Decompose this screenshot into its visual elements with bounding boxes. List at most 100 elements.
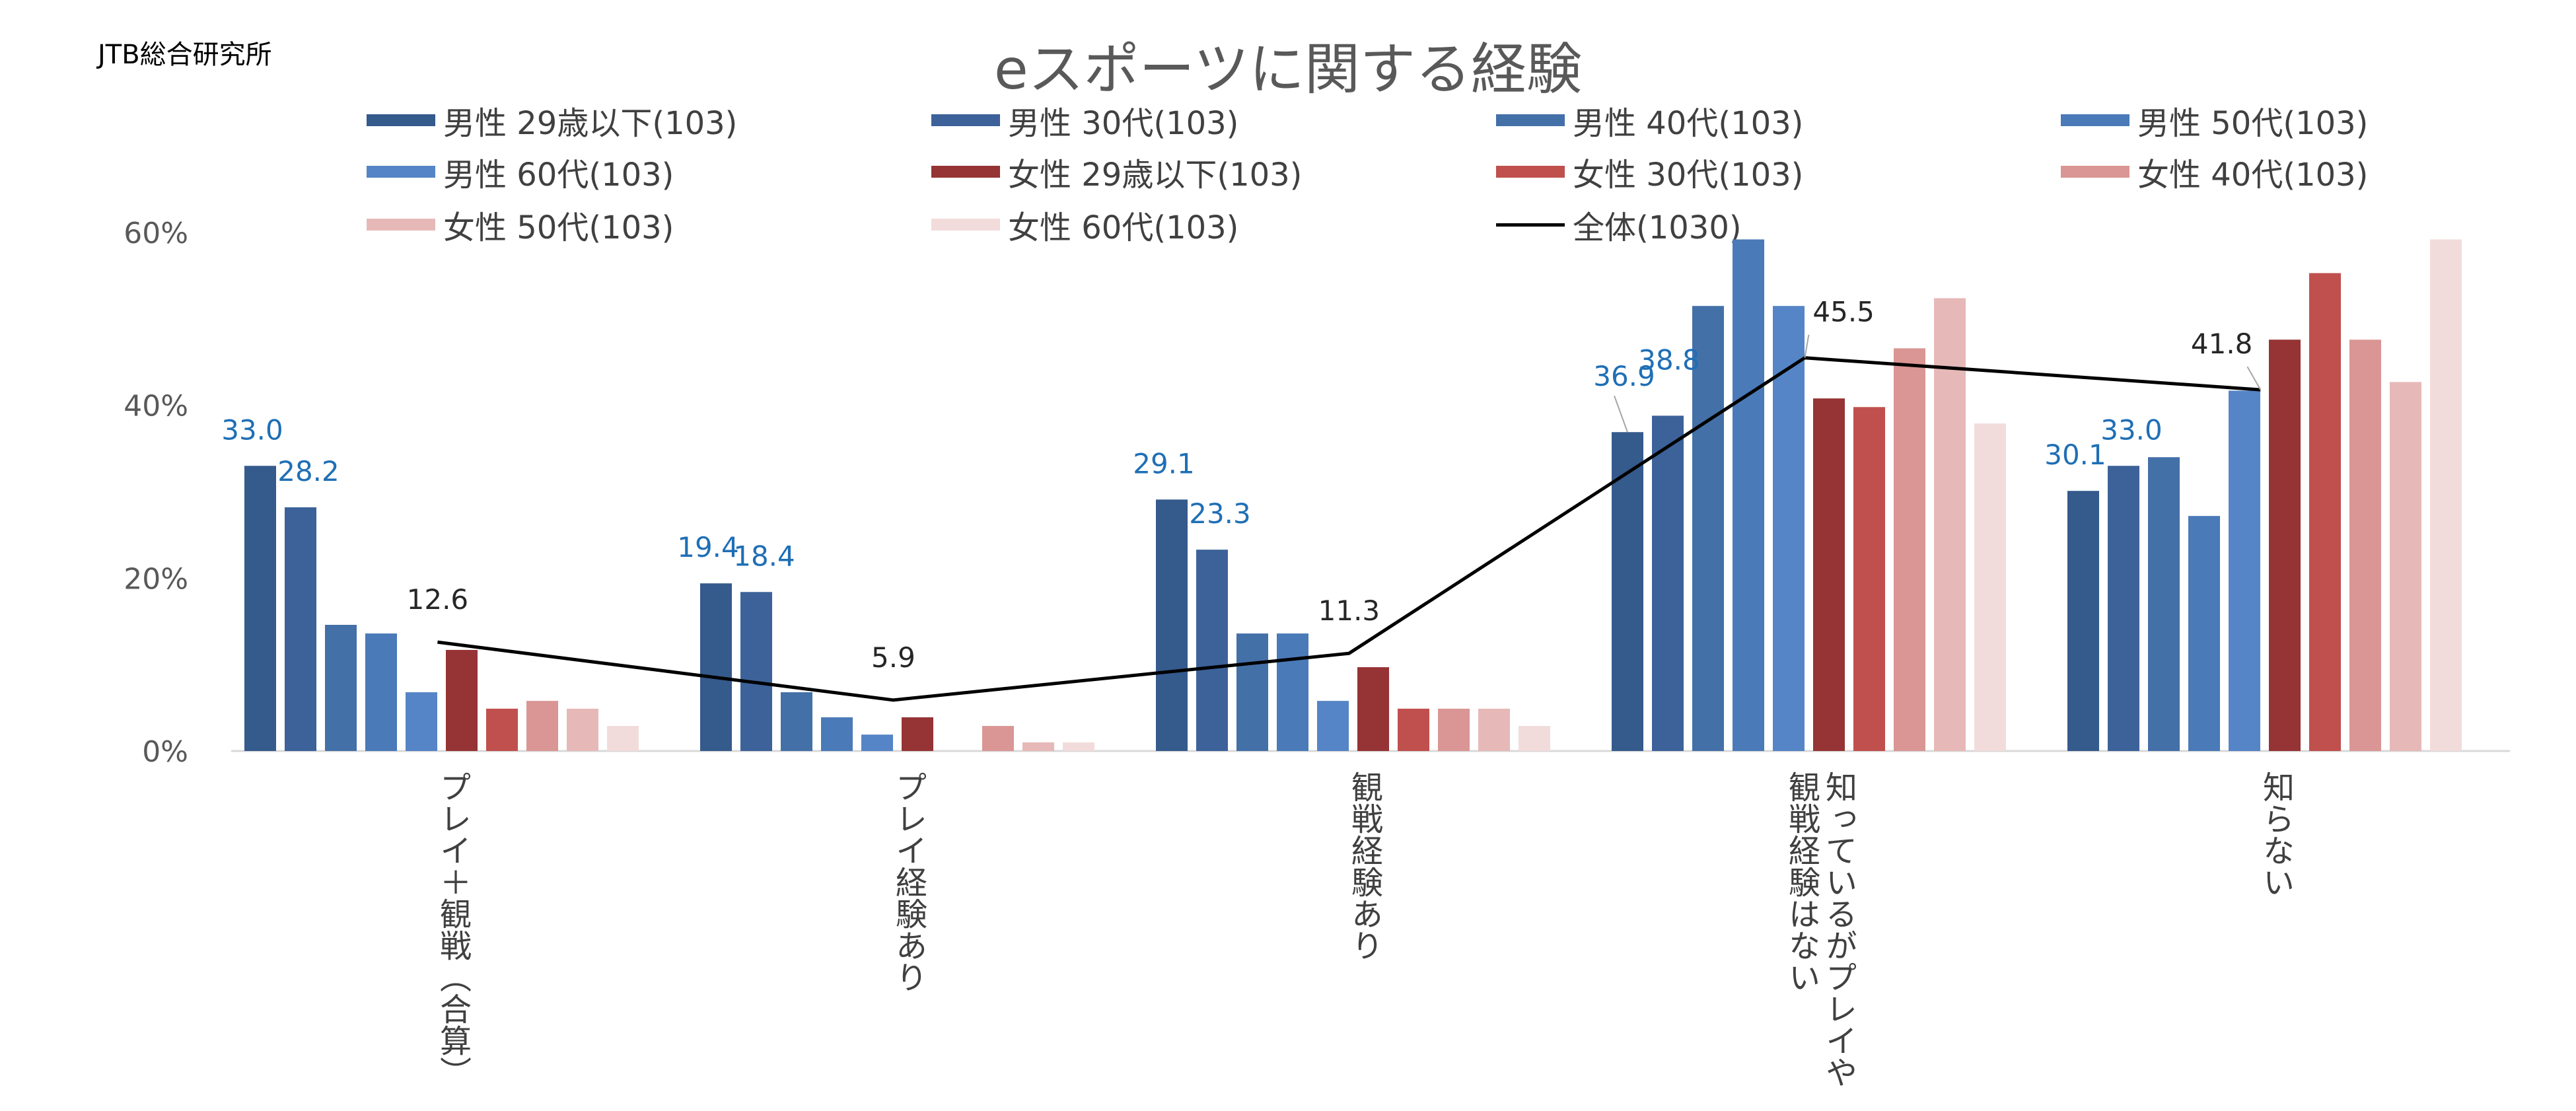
bar	[2309, 273, 2341, 751]
legend-label: 男性 40代(103)	[1573, 105, 1804, 142]
legend-item: 全体(1030)	[1496, 205, 1742, 246]
source-label: JTB総合研究所	[98, 40, 272, 70]
bar	[821, 717, 853, 751]
bar	[285, 507, 316, 751]
line-data-label: 41.8	[2191, 328, 2253, 360]
legend-label: 男性 30代(103)	[1008, 105, 1239, 142]
bar	[446, 649, 478, 751]
legend-label: 女性 40代(103)	[2137, 157, 2369, 194]
bar	[1022, 742, 1054, 751]
line-data-label: 45.5	[1812, 296, 1875, 328]
y-tick-label: 20%	[124, 562, 188, 596]
legend-swatch	[367, 219, 435, 231]
legend-line-swatch	[1496, 223, 1565, 227]
legend-item: 女性 29歳以下(103)	[931, 152, 1302, 194]
bar	[1398, 708, 1429, 751]
legend-item: 女性 50代(103)	[367, 205, 674, 246]
bar-data-label: 38.8	[1638, 343, 1700, 376]
bar	[365, 633, 397, 751]
bar	[2349, 340, 2381, 751]
bar	[781, 692, 812, 751]
bar	[1934, 298, 1966, 751]
legend-label: 男性 60代(103)	[443, 157, 674, 194]
chart-legend: 男性 29歳以下(103) 男性 30代(103) 男性 40代(103) 男性 50…	[0, 0, 2576, 284]
category-label: プレイ＋観戦（合算）	[434, 771, 471, 1088]
bar	[740, 592, 772, 751]
legend-label: 女性 30代(103)	[1573, 157, 1804, 194]
bar	[1894, 348, 1925, 751]
legend-swatch	[367, 166, 435, 178]
bar	[244, 466, 276, 751]
leader-line	[1804, 334, 1810, 358]
legend-item: 男性 60代(103)	[367, 152, 674, 194]
chart-title: eスポーツに関する経験	[993, 37, 1582, 102]
category-label: 観戦経験あり	[1345, 771, 1382, 961]
bar	[406, 692, 437, 751]
bar	[2067, 491, 2099, 751]
category-label: 観戦経験はない	[1783, 771, 1820, 993]
bar	[2390, 382, 2421, 751]
line-data-label: 12.6	[407, 583, 469, 616]
bar-data-label: 18.4	[733, 540, 795, 572]
bar	[2229, 390, 2260, 751]
bar	[1478, 708, 1510, 751]
legend-label: 男性 50代(103)	[2137, 105, 2369, 142]
legend-item: 女性 40代(103)	[2061, 152, 2369, 194]
category-label: 知っているがプレイや	[1820, 771, 1857, 1088]
legend-swatch	[2061, 166, 2129, 178]
leader-line	[1614, 395, 1628, 433]
bar	[1236, 633, 1268, 751]
bar	[982, 726, 1014, 751]
bar	[700, 583, 732, 751]
bar	[1156, 499, 1188, 751]
legend-item: 男性 50代(103)	[2061, 100, 2369, 142]
bar-data-label: 19.4	[677, 531, 739, 563]
legend-swatch	[2061, 114, 2129, 126]
bar	[2148, 457, 2180, 751]
bar	[1063, 742, 1094, 751]
bar	[861, 735, 893, 751]
y-tick-label: 40%	[124, 390, 188, 423]
bar-data-label: 33.0	[2100, 413, 2163, 446]
bar	[1692, 306, 1724, 751]
legend-item: 女性 60代(103)	[931, 205, 1238, 246]
legend-label: 女性 60代(103)	[1008, 209, 1239, 246]
bar-data-label: 36.9	[1593, 360, 1655, 392]
bar	[1974, 423, 2006, 751]
legend-swatch	[931, 219, 1000, 231]
legend-label: 全体(1030)	[1573, 209, 1742, 246]
bar	[567, 708, 598, 751]
legend-swatch	[367, 114, 435, 126]
bar	[1733, 239, 1764, 751]
bar-data-label: 33.0	[221, 413, 283, 446]
line-data-label: 5.9	[871, 641, 915, 674]
bar	[1519, 726, 1550, 751]
bar	[1357, 667, 1389, 751]
category-label: プレイ経験あり	[890, 771, 927, 993]
y-tick-label: 60%	[124, 217, 188, 250]
bar	[1317, 701, 1349, 751]
bar	[2430, 239, 2462, 751]
legend-swatch	[1496, 166, 1565, 178]
legend-item: 男性 29歳以下(103)	[367, 100, 738, 142]
bar	[1853, 407, 1885, 751]
bar-data-label: 29.1	[1133, 447, 1195, 480]
bar	[1773, 306, 1805, 751]
legend-swatch	[931, 166, 1000, 178]
category-label: 知らない	[2257, 771, 2294, 898]
bar	[2188, 516, 2220, 751]
line-data-label: 11.3	[1318, 594, 1380, 627]
bar	[2108, 466, 2139, 751]
bar	[325, 624, 357, 751]
legend-swatch	[1496, 114, 1565, 126]
bar	[607, 726, 639, 751]
bar	[1196, 550, 1228, 751]
bar	[902, 717, 933, 751]
bar	[1277, 633, 1308, 751]
legend-label: 男性 29歳以下(103)	[443, 105, 738, 142]
bar	[2269, 340, 2301, 751]
legend-swatch	[931, 114, 1000, 126]
legend-item: 女性 30代(103)	[1496, 152, 1804, 194]
bar	[1652, 415, 1684, 751]
